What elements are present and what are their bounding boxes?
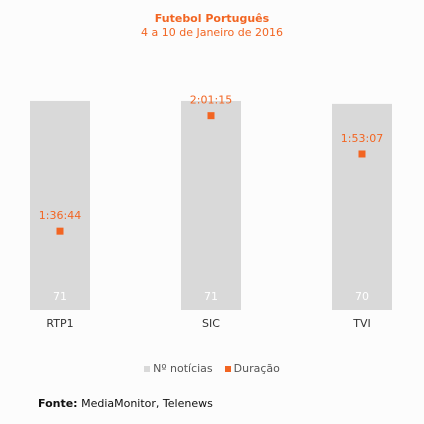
- duration-point-tvi: [358, 150, 366, 158]
- chart-title: Futebol Português: [154, 12, 270, 25]
- legend-label-noticias: Nº notícias: [153, 362, 213, 375]
- bar-sic: [181, 100, 241, 310]
- bar-tvi: [332, 103, 392, 310]
- chart-area: 71 RTP1 1:36:44 71 SIC 2:01:15 70 TVI 1:53:07: [30, 94, 392, 330]
- duration-point-sic: [207, 112, 215, 120]
- legend-swatch-noticias: [144, 365, 151, 372]
- legend-item-duracao: Duração: [224, 362, 280, 375]
- chart-subtitle: 4 a 10 de Janeiro de 2016: [140, 26, 283, 39]
- x-tick-label-tvi: TVI: [352, 317, 371, 330]
- legend-swatch-duracao: [224, 365, 231, 372]
- bar-value-label-sic: 71: [204, 290, 218, 303]
- x-tick-label-sic: SIC: [202, 317, 220, 330]
- duration-label-tvi: 1:53:07: [341, 132, 383, 145]
- bar-rtp1: [30, 100, 90, 310]
- duration-label-rtp1: 1:36:44: [39, 209, 81, 222]
- legend-label-duracao: Duração: [233, 362, 280, 375]
- bar-value-label-rtp1: 71: [53, 290, 67, 303]
- duration-point-rtp1: [56, 227, 64, 235]
- duration-label-sic: 2:01:15: [190, 94, 232, 107]
- source-label: Fonte:: [38, 397, 78, 410]
- bar-value-label-tvi: 70: [355, 290, 369, 303]
- x-tick-label-rtp1: RTP1: [46, 317, 73, 330]
- legend-item-noticias: Nº notícias: [144, 362, 213, 375]
- legend: Nº notícias Duração: [0, 362, 424, 375]
- source-text: MediaMonitor, Telenews: [81, 397, 213, 410]
- source-note: Fonte: MediaMonitor, Telenews: [38, 397, 213, 410]
